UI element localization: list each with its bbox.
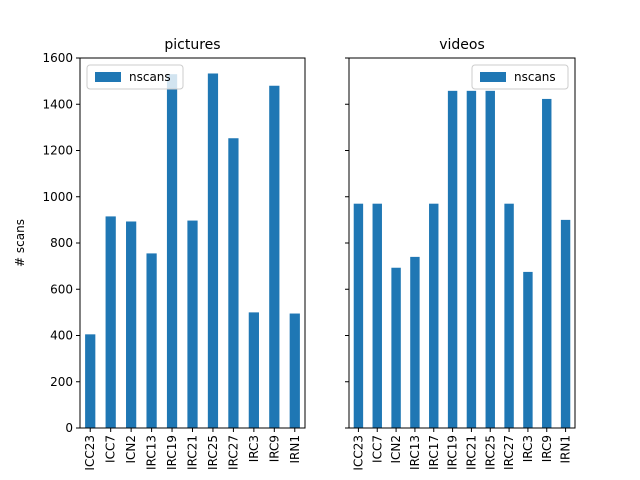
- y-tick-label: 0: [65, 421, 73, 435]
- axes-frame: [348, 57, 576, 429]
- bar-IRC3: [523, 271, 533, 428]
- x-tick-label: ICC23: [83, 435, 97, 471]
- bar-IRC21: [187, 220, 198, 428]
- subplot-title: pictures: [164, 37, 220, 53]
- x-tick-label: IRN1: [288, 435, 302, 464]
- bar-IRC19: [447, 90, 458, 428]
- bar-IRC9: [269, 85, 280, 428]
- x-tick-label: ICC23: [351, 435, 365, 471]
- legend-swatch: [95, 72, 121, 82]
- legend-box: [86, 64, 184, 90]
- x-tick-label: IRC27: [502, 435, 516, 470]
- bar-IRC13: [146, 253, 157, 428]
- x-tick-label: IRC13: [408, 435, 422, 470]
- x-tick-label: ICC7: [104, 435, 118, 463]
- subplot-videos: ICC23 ICC7 ICN2 IRC13 IRC17 IRC19 IRC21 IRC25 IR…: [345, 37, 576, 471]
- x-tick-label: IRC21: [186, 435, 200, 470]
- bar-IRC25: [485, 90, 495, 428]
- x-tick-label: ICN2: [389, 435, 403, 464]
- legend: nscans: [471, 64, 569, 90]
- x-tick-label: IRC9: [540, 435, 554, 462]
- bar-ICN2: [391, 267, 401, 428]
- bar-ICC23: [85, 334, 96, 428]
- x-tick-label: IRC21: [464, 435, 478, 470]
- legend-box: [471, 64, 569, 90]
- bar-IRC3: [248, 312, 259, 429]
- bar-ICC7: [105, 216, 116, 428]
- bar-IRC27: [228, 138, 239, 429]
- bar-IRC13: [410, 256, 420, 429]
- bar-ICC7: [372, 203, 382, 428]
- legend-swatch: [480, 72, 506, 82]
- x-tick-label: IRC13: [145, 435, 159, 470]
- bar-IRN1: [560, 219, 571, 429]
- y-tick-label: 1600: [42, 51, 73, 65]
- x-tick-label: IRC25: [483, 435, 497, 470]
- legend: nscans: [86, 64, 184, 90]
- x-tick-label: ICC7: [370, 435, 384, 463]
- x-tick-label: IRC3: [247, 435, 261, 462]
- bar-IRC19: [166, 74, 178, 428]
- x-tick-label: IRC25: [206, 435, 220, 470]
- bar-IRC21: [466, 90, 477, 428]
- y-axis-label: # scans: [13, 219, 27, 267]
- y-tick-label: 600: [50, 282, 73, 296]
- bar-IRC27: [504, 203, 514, 428]
- bar-IRC17: [429, 203, 439, 428]
- bar-IRC25: [207, 73, 219, 429]
- x-tick-label: IRC27: [226, 435, 240, 470]
- y-tick-label: 1400: [42, 97, 73, 111]
- y-tick-label: 800: [50, 236, 73, 250]
- bar-ICC23: [353, 203, 364, 428]
- subplot-title: videos: [439, 37, 485, 53]
- x-tick-label: ICN2: [124, 435, 138, 464]
- x-tick-label: IRC19: [165, 435, 179, 470]
- subplot-pictures: 0 200 400 600 800 1000 1200 1400 1600 ICC23 ICC7 IC…: [13, 37, 306, 471]
- x-tick-label: IRN1: [559, 435, 573, 464]
- x-tick-label: IRC3: [521, 435, 535, 462]
- bar-ICN2: [126, 221, 137, 428]
- y-tick-label: 1200: [42, 144, 73, 158]
- bar-IRN1: [289, 313, 300, 428]
- y-tick-label: 1000: [42, 190, 73, 204]
- x-tick-label: IRC9: [267, 435, 281, 462]
- legend-label: nscans: [129, 70, 171, 84]
- x-tick-label: IRC19: [446, 435, 460, 470]
- y-tick-label: 200: [50, 375, 73, 389]
- bar-IRC9: [542, 98, 552, 429]
- x-tick-label: IRC17: [427, 435, 441, 470]
- legend-label: nscans: [514, 70, 556, 84]
- y-tick-label: 400: [50, 329, 73, 343]
